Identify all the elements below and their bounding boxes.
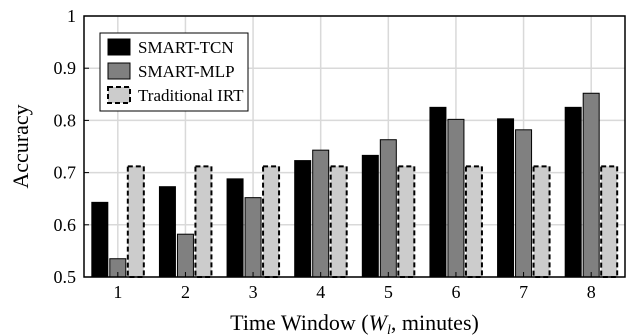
plot-frame	[83, 15, 626, 278]
x-tick-label: 1	[113, 282, 122, 302]
bar-traditional-irt-7	[532, 165, 551, 278]
y-tick-label: 0.6	[54, 215, 77, 235]
x-tick-label: 4	[316, 282, 325, 302]
y-tick-label: 0.7	[54, 163, 77, 183]
x-tick-label: 6	[451, 282, 460, 302]
x-axis-title-end: , minutes)	[391, 310, 479, 335]
legend-label-smart-mlp: SMART-MLP	[138, 62, 235, 81]
bar-smart-mlp-3	[244, 197, 262, 278]
legend: SMART-TCN SMART-MLP Traditional IRT	[99, 32, 249, 112]
bar-smart-mlp-2	[176, 233, 194, 278]
legend-swatch-traditional-irt	[107, 86, 131, 104]
legend-swatch-smart-tcn	[107, 38, 131, 56]
bar-smart-mlp-8	[582, 92, 600, 278]
bar-traditional-irt-6	[464, 165, 483, 278]
bar-smart-tcn-7	[497, 118, 515, 278]
bar-smart-tcn-5	[361, 154, 379, 278]
legend-label-traditional-irt: Traditional IRT	[138, 86, 244, 105]
x-tick-label: 5	[384, 282, 393, 302]
x-axis-title: Time Window (Wl, minutes)	[230, 310, 479, 335]
y-axis-title: Accuracy	[8, 104, 33, 188]
y-tick-label: 0.9	[54, 58, 77, 78]
x-tick-label: 7	[519, 282, 528, 302]
bar-traditional-irt-5	[397, 165, 416, 278]
x-axis-title-var: W	[369, 310, 389, 335]
bar-traditional-irt-3	[262, 165, 281, 278]
x-axis-title-sub: l	[387, 323, 391, 335]
bar-smart-tcn-2	[158, 186, 176, 278]
bar-smart-tcn-4	[294, 160, 312, 278]
bar-traditional-irt-1	[126, 165, 145, 278]
bar-smart-mlp-5	[379, 139, 397, 278]
legend-swatch-smart-mlp	[107, 62, 131, 80]
bar-smart-tcn-8	[564, 106, 582, 278]
bar-smart-mlp-6	[447, 118, 465, 278]
bar-smart-mlp-7	[515, 129, 533, 278]
y-tick-label: 0.5	[54, 267, 77, 287]
bar-traditional-irt-2	[194, 165, 213, 278]
bar-smart-tcn-3	[226, 178, 244, 278]
bar-smart-mlp-4	[312, 149, 330, 278]
bar-smart-tcn-6	[429, 106, 447, 278]
x-tick-label: 3	[249, 282, 258, 302]
bar-traditional-irt-8	[600, 165, 619, 278]
bar-smart-tcn-1	[91, 201, 109, 278]
y-tick-label: 0.8	[54, 110, 77, 130]
x-tick-label: 2	[181, 282, 190, 302]
legend-label-smart-tcn: SMART-TCN	[138, 38, 234, 57]
x-tick-label: 8	[587, 282, 596, 302]
x-axis-title-start: Time Window (	[230, 310, 368, 335]
y-tick-label: 1	[67, 6, 76, 26]
tick-labels: 0.5 0.6 0.7 0.8 0.9 1 1 2 3 4 5 6 7 8	[54, 6, 596, 302]
bar-traditional-irt-4	[329, 165, 348, 278]
